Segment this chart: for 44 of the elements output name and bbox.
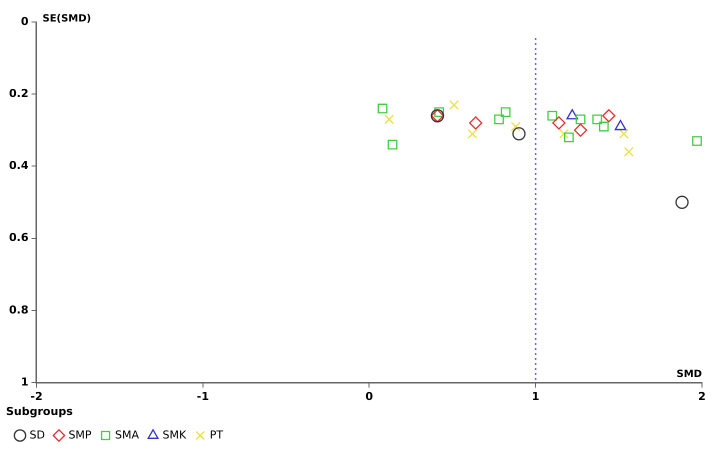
- point: [510, 122, 521, 132]
- point: [592, 114, 602, 124]
- legend-label: SMA: [115, 428, 140, 442]
- y-tick-label: 1: [20, 375, 28, 388]
- point: [692, 136, 702, 146]
- y-tick-label: 0.8: [8, 303, 28, 316]
- point: [574, 124, 588, 137]
- y-tick-label: 0: [20, 14, 29, 28]
- legend-label: PT: [210, 428, 224, 442]
- point: [566, 109, 578, 120]
- point: [614, 120, 626, 130]
- point: [675, 196, 689, 209]
- y-tick-label: 0.4: [8, 159, 29, 172]
- point: [618, 128, 629, 139]
- legend-title: Subgroups: [6, 405, 74, 418]
- x-tick-label: 0: [365, 390, 374, 404]
- point: [552, 116, 566, 130]
- y-tick-label: 0.2: [8, 86, 28, 100]
- point: [576, 114, 586, 124]
- x-tick-label: 1: [532, 390, 540, 404]
- x-tick-label: 2: [698, 390, 706, 404]
- point: [468, 128, 478, 139]
- point: [500, 107, 511, 118]
- point: [602, 109, 616, 122]
- x-tick-label: -1: [196, 390, 209, 404]
- legend-label: SD: [30, 428, 45, 442]
- point: [624, 146, 634, 157]
- y-axis-title: SE(SMD): [42, 14, 92, 25]
- point: [388, 140, 398, 150]
- legend-label: SMK: [162, 428, 188, 442]
- legend-label: SMP: [68, 428, 92, 442]
- point: [564, 132, 574, 142]
- point: [378, 104, 388, 114]
- x-tick-label: -2: [30, 390, 43, 404]
- point: [469, 116, 482, 130]
- point: [494, 114, 504, 124]
- point: [559, 128, 569, 139]
- point: [449, 100, 459, 110]
- point: [384, 114, 394, 124]
- x-axis-title: SMD: [676, 369, 702, 380]
- y-tick-label: 0.6: [8, 231, 29, 244]
- point: [547, 110, 558, 121]
- point: [598, 122, 609, 132]
- point: [512, 127, 526, 140]
